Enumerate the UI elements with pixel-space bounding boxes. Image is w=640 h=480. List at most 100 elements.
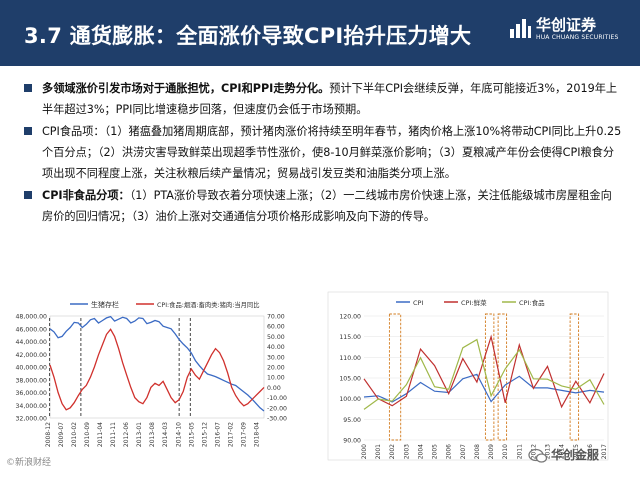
y-tick-left: 36,000.00 bbox=[16, 390, 48, 397]
bullet-item: CPI非食品分项：（1）PTA涨价导致衣着分项快速上涨；（2）一二线城市房价快速… bbox=[22, 185, 622, 227]
x-tick-label: 2010 bbox=[502, 444, 509, 459]
y-tick-left: 44,000.00 bbox=[16, 339, 48, 346]
x-tick-label: 2011-04 bbox=[97, 422, 104, 447]
x-tick-label: 2009 bbox=[488, 444, 495, 459]
series-line bbox=[49, 328, 265, 411]
y-tick-left: 38,000.00 bbox=[16, 377, 48, 384]
bullet-text: CPI食品项：（1）猪瘟叠加猪周期底部，预计猪肉涨价将持续至明年春节，猪肉价格上… bbox=[42, 125, 622, 180]
x-tick-label: 2001 bbox=[375, 444, 382, 459]
chart-right-svg: CPI CPI:鲜菜 CPI:食品 90.00 95.00 100.00 105.00 110… bbox=[327, 291, 609, 461]
y-tick: 90.00 bbox=[343, 438, 361, 445]
x-tick-label: 2011 bbox=[516, 444, 523, 459]
bullet-square-icon bbox=[24, 84, 32, 92]
x-tick-label: 2000 bbox=[361, 444, 368, 459]
x-tick-label: 2013-08 bbox=[149, 422, 156, 447]
x-tick-label: 2007 bbox=[460, 444, 467, 459]
y-tick-right: 10.00 bbox=[267, 375, 285, 382]
bullet-item: CPI食品项：（1）猪瘟叠加猪周期底部，预计猪肉涨价将持续至明年春节，猪肉价格上… bbox=[22, 121, 622, 184]
y-tick-right: 40.00 bbox=[267, 344, 285, 351]
y-tick: 95.00 bbox=[343, 417, 361, 424]
x-tick-label: 2016 bbox=[587, 444, 594, 459]
x-tick-label: 2014-03 bbox=[162, 422, 169, 447]
x-tick-label: 2013-01 bbox=[136, 422, 143, 447]
bullet-item: 多领域涨价引发市场对于通胀担忧，CPI和PPI走势分化。预计下半年CPI会继续反… bbox=[22, 78, 622, 120]
x-tick-label: 2004 bbox=[417, 444, 424, 459]
y-tick-right: 20.00 bbox=[267, 365, 285, 372]
x-tick-label: 2014 bbox=[559, 444, 566, 459]
y-tick: 105.00 bbox=[339, 376, 361, 383]
chart-border bbox=[327, 291, 609, 461]
company-logo: 华创证券 HUA CHUANG SECURITIES bbox=[508, 14, 632, 48]
y-tick-left: 32,000.00 bbox=[16, 416, 48, 423]
highlight-box bbox=[497, 313, 508, 441]
series-line bbox=[363, 373, 605, 403]
series-line bbox=[363, 334, 605, 409]
x-tick-label: 2014-10 bbox=[175, 422, 182, 447]
logo-text-en: HUA CHUANG SECURITIES bbox=[536, 34, 619, 41]
y-tick-left: 34,000.00 bbox=[16, 403, 48, 410]
x-tick-label: 2015-12 bbox=[201, 422, 208, 447]
y-tick-left: 42,000.00 bbox=[16, 352, 48, 359]
x-tick-label: 2010-09 bbox=[84, 422, 91, 447]
y-tick-right: -30.00 bbox=[267, 416, 287, 423]
x-tick-label: 2005 bbox=[432, 444, 439, 459]
x-tick-label: 2017 bbox=[601, 444, 608, 459]
x-tick-label: 2015-05 bbox=[188, 422, 195, 447]
chart-left-svg: 生猪存栏 CPI:食品:烟酒:畜肉类:猪肉:当月同比 32,000.00 34,000… bbox=[16, 300, 288, 447]
plot-frame bbox=[49, 315, 265, 419]
y-tick-right: 60.00 bbox=[267, 324, 285, 331]
logo-text-cn: 华创证券 bbox=[536, 16, 597, 34]
y-tick: 120.00 bbox=[339, 314, 361, 321]
y-tick-right: 30.00 bbox=[267, 354, 285, 361]
logo-mark-icon bbox=[510, 19, 531, 38]
x-tick-label: 2013 bbox=[545, 444, 552, 459]
bullet-bold-lead: CPI非食品分项： bbox=[42, 189, 130, 202]
x-tick-label: 2009-07 bbox=[58, 422, 65, 447]
series-line bbox=[363, 338, 605, 410]
y-tick: 115.00 bbox=[339, 334, 361, 341]
highlight-box bbox=[484, 313, 495, 441]
y-tick-right: 50.00 bbox=[267, 334, 285, 341]
x-tick-label: 2017-02 bbox=[227, 422, 234, 447]
y-tick-right: -20.00 bbox=[267, 405, 287, 412]
watermark-right-text: 华创金服 bbox=[551, 448, 600, 462]
watermark-right: 华创金服 bbox=[528, 446, 599, 464]
chart-hog-stock-pork-cpi: 生猪存栏 CPI:食品:烟酒:畜肉类:猪肉:当月同比 32,000.00 34,000… bbox=[8, 290, 302, 462]
legend-label: CPI:鲜菜 bbox=[461, 298, 487, 307]
y-tick: 100.00 bbox=[339, 396, 361, 403]
legend-label: 生猪存栏 bbox=[91, 300, 119, 309]
bullet-square-icon bbox=[24, 127, 32, 135]
legend-label: CPI:食品 bbox=[519, 298, 545, 307]
y-tick-left: 40,000.00 bbox=[16, 365, 48, 372]
y-tick-right: 70.00 bbox=[267, 314, 285, 321]
x-tick-label: 2017-09 bbox=[240, 422, 247, 447]
x-tick-label: 2012 bbox=[530, 444, 537, 459]
bullet-bold-lead: 多领域涨价引发市场对于通胀担忧，CPI和PPI走势分化。 bbox=[42, 82, 330, 95]
x-tick-label: 2016-07 bbox=[214, 422, 221, 447]
x-tick-label: 2011-11 bbox=[110, 422, 117, 447]
y-tick-left: 48,000.00 bbox=[16, 314, 48, 321]
y-tick-right: -10.00 bbox=[267, 395, 287, 402]
x-tick-label: 2010-02 bbox=[71, 422, 78, 447]
series-line bbox=[49, 315, 265, 412]
bullet-list: 多领域涨价引发市场对于通胀担忧，CPI和PPI走势分化。预计下半年CPI会继续反… bbox=[22, 78, 622, 228]
highlight-box bbox=[569, 313, 580, 441]
chart-cpi-vegetable-food: CPI CPI:鲜菜 CPI:食品 90.00 95.00 100.00 105.00 110… bbox=[326, 290, 610, 462]
watermark-left: ©新浪财经 bbox=[6, 458, 52, 468]
highlight-box bbox=[388, 313, 402, 441]
bullet-square-icon bbox=[24, 191, 32, 199]
wechat-icon bbox=[528, 448, 548, 463]
x-tick-label: 2006 bbox=[446, 444, 453, 459]
y-tick-left: 46,000.00 bbox=[16, 326, 48, 333]
x-tick-label: 2012-06 bbox=[123, 422, 130, 447]
y-tick: 110.00 bbox=[339, 355, 361, 362]
x-tick-label: 2015 bbox=[573, 444, 580, 459]
bullet-text: 预计下半年CPI会继续反弹，年底可能接近3%，2019年上半年超过3%；PPI同… bbox=[42, 82, 618, 116]
header-bar: 3.7 通货膨胀：全面涨价导致CPI抬升压力增大 华创证券 HUA CHUANG… bbox=[0, 0, 640, 66]
x-tick-label: 2018-04 bbox=[253, 422, 260, 447]
legend-label: CPI bbox=[413, 299, 423, 307]
x-tick-label: 2008-12 bbox=[45, 422, 52, 447]
y-tick-right: 0.00 bbox=[267, 385, 281, 392]
x-tick-label: 2003 bbox=[403, 444, 410, 459]
legend-label: CPI:食品:烟酒:畜肉类:猪肉:当月同比 bbox=[157, 300, 260, 309]
